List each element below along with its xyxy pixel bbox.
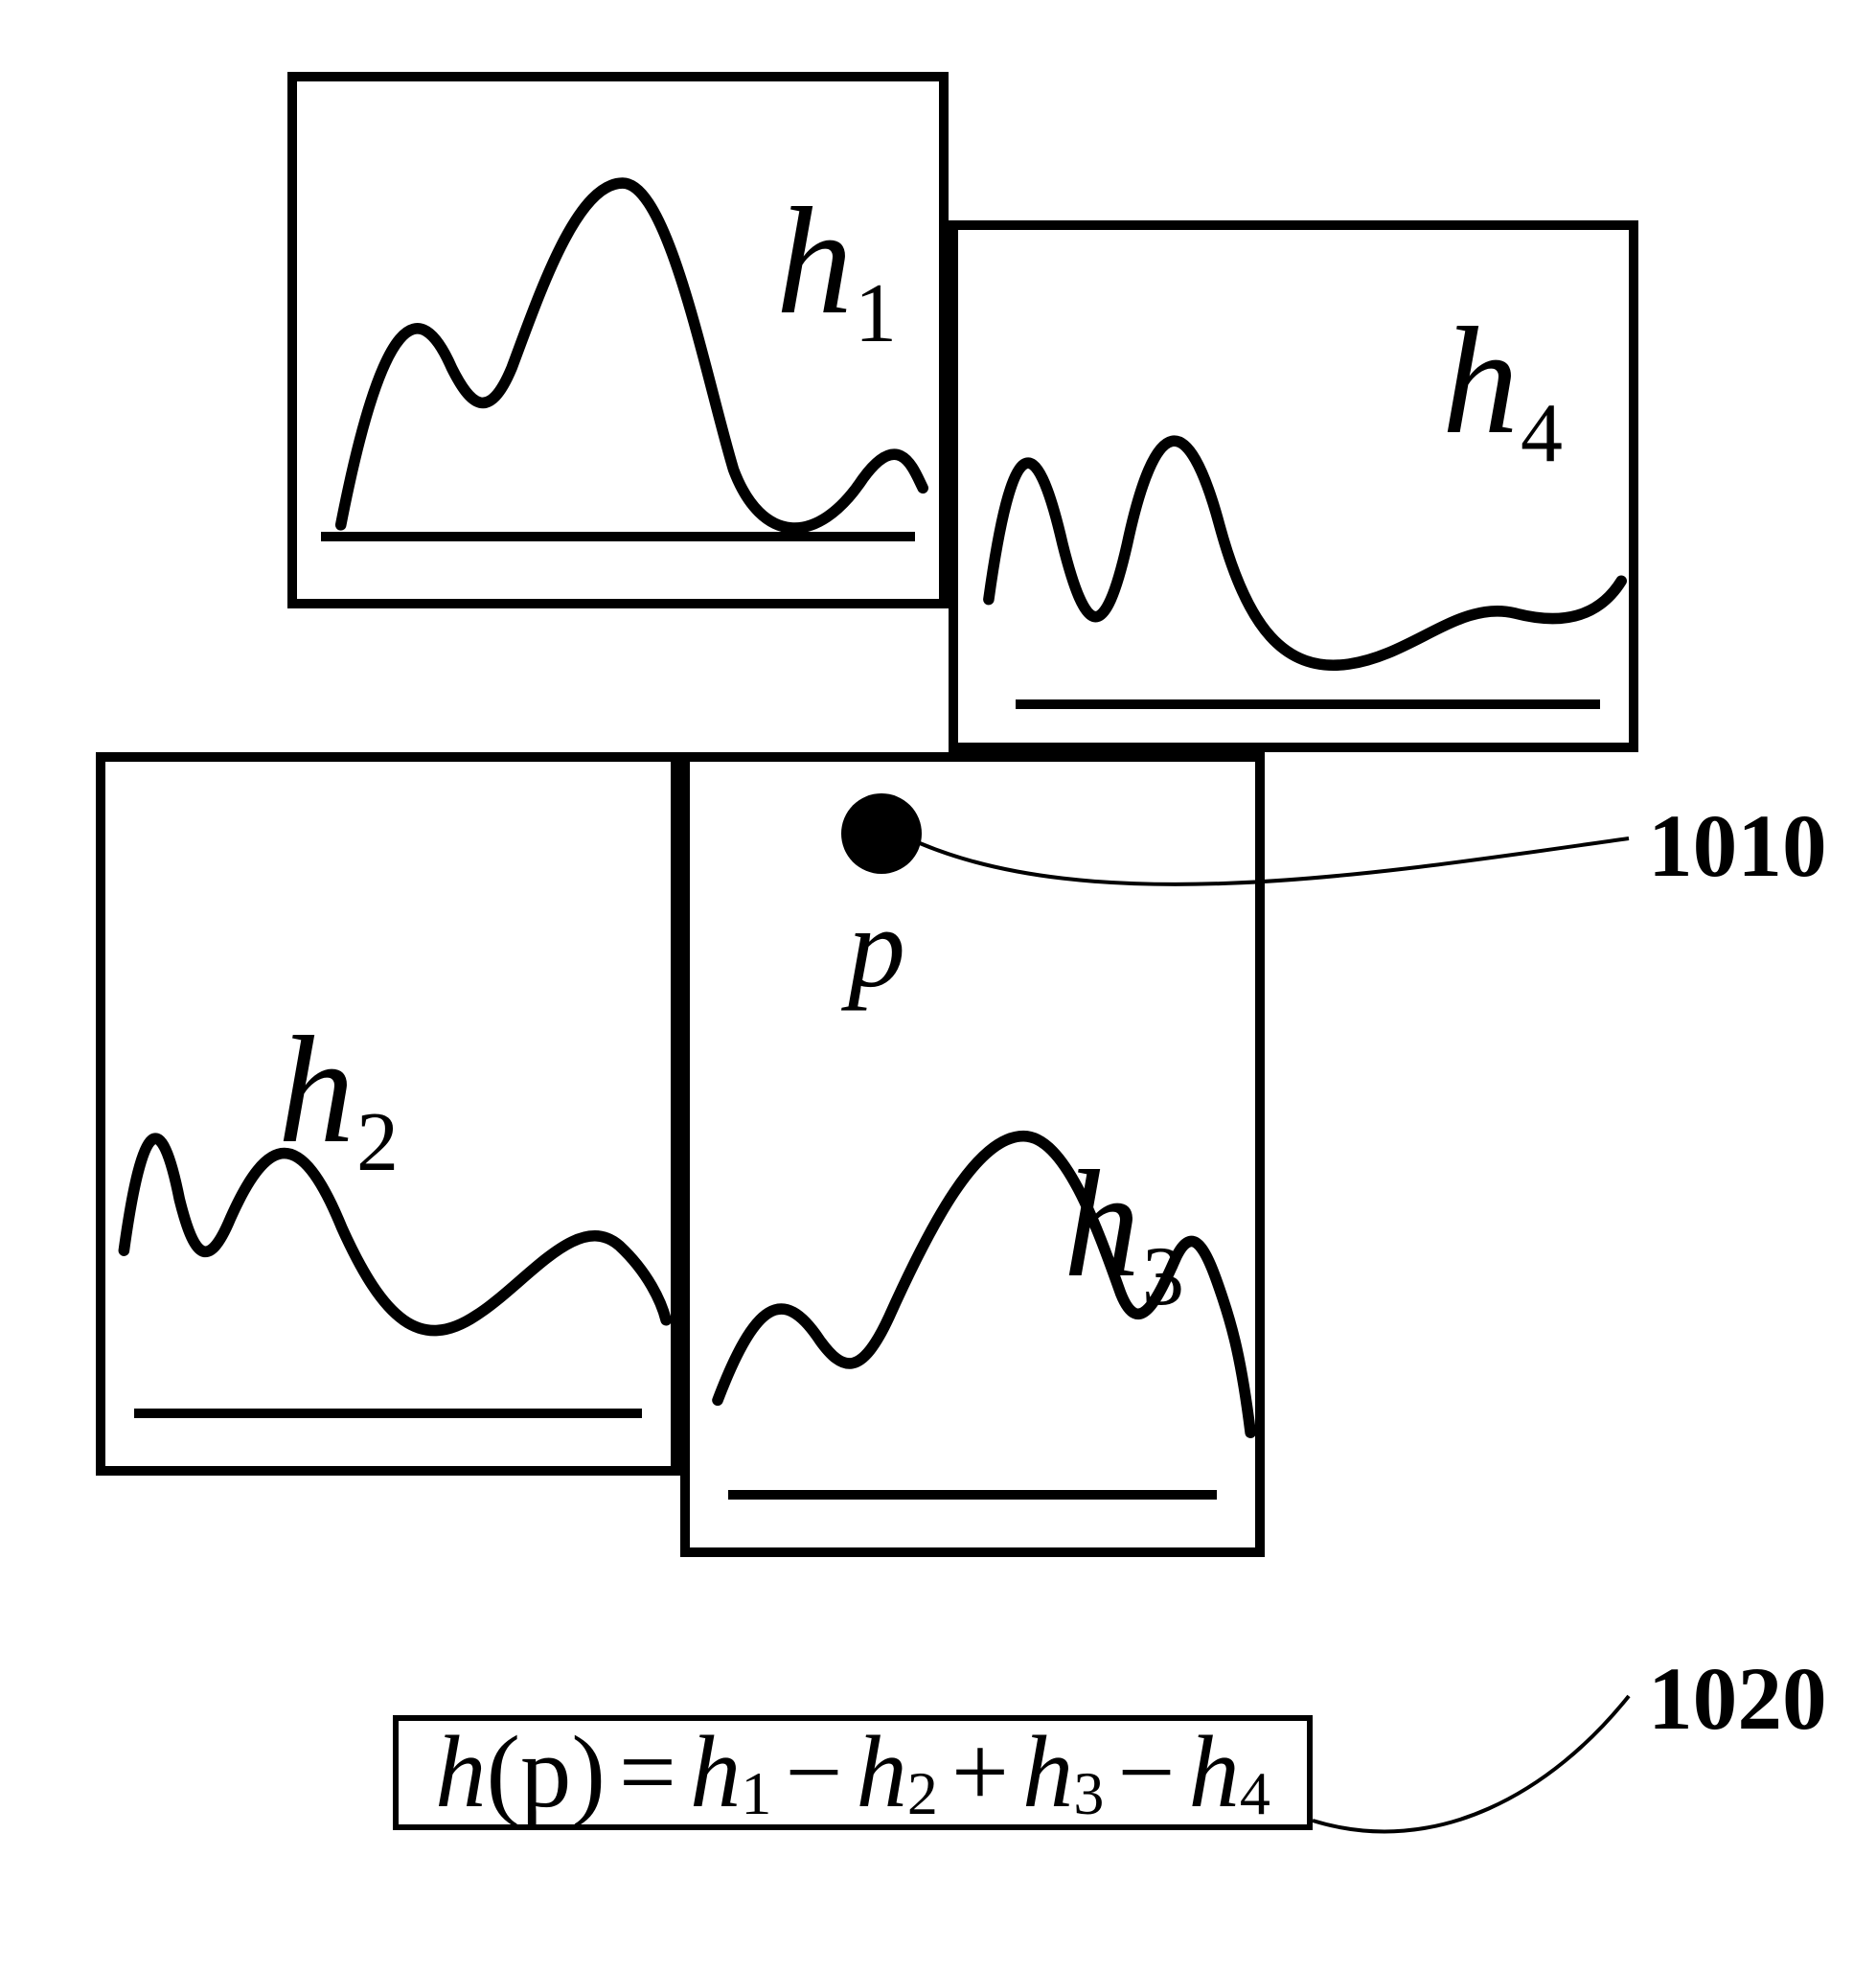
formula-open-paren: ( (487, 1714, 521, 1832)
callout-lines (0, 0, 1876, 1971)
point-p-label-text: p (848, 883, 905, 1011)
callout-1010-text: 1010 (1648, 795, 1827, 898)
point-p-label: p (848, 882, 905, 1014)
formula-h2-h: h (857, 1714, 907, 1832)
formula-h1-sub: 1 (741, 1758, 771, 1829)
formula-plus: + (951, 1714, 1009, 1832)
formula-box: h(p) = h1 − h2 + h3 − h4 (393, 1715, 1313, 1830)
callout-1020-text: 1020 (1648, 1648, 1827, 1751)
formula-eq: = (619, 1714, 676, 1832)
callout-1020-path (1313, 1696, 1629, 1831)
formula-h2-sub: 2 (907, 1758, 938, 1829)
formula-h1-h: h (690, 1714, 741, 1832)
formula-h3-h: h (1022, 1714, 1073, 1832)
diagram-stage: h2 h3 h1 h4 // (0, 0, 1876, 1971)
formula-lhs-h: h (435, 1714, 486, 1832)
callout-1010-path (920, 838, 1629, 884)
formula-h4-sub: 4 (1240, 1758, 1270, 1829)
point-p-dot (841, 793, 922, 874)
formula-minus2: − (1117, 1714, 1175, 1832)
formula-h3-sub: 3 (1073, 1758, 1104, 1829)
formula-minus1: − (785, 1714, 842, 1832)
formula-close-paren: ) (571, 1714, 606, 1832)
formula-lhs-var: p (520, 1714, 571, 1832)
formula-h4-h: h (1189, 1714, 1240, 1832)
